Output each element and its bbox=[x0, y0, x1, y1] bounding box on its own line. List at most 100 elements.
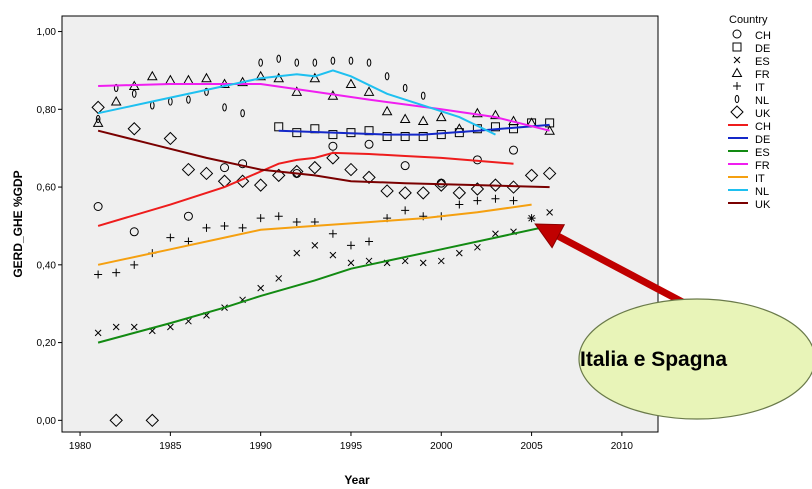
legend-label-de: DE bbox=[755, 43, 770, 55]
data-point-uk bbox=[398, 186, 412, 200]
data-point-uk bbox=[542, 166, 557, 181]
data-point-ch bbox=[509, 145, 519, 155]
legend-label-ch: CH bbox=[755, 30, 771, 42]
data-point-it bbox=[256, 214, 265, 223]
data-point-ch bbox=[220, 163, 230, 173]
data-point-fr bbox=[490, 109, 501, 120]
data-point-uk bbox=[181, 162, 196, 177]
data-point-es bbox=[94, 329, 102, 337]
data-point-nl bbox=[312, 58, 318, 67]
data-point-nl bbox=[204, 87, 209, 96]
callout-text: Italia e Spagna bbox=[580, 348, 727, 371]
data-point-nl bbox=[330, 56, 336, 65]
data-point-it bbox=[184, 237, 193, 246]
data-point-uk bbox=[109, 413, 123, 428]
data-point-it bbox=[220, 221, 229, 230]
data-point-nl bbox=[294, 58, 300, 67]
data-point-es bbox=[293, 249, 301, 257]
data-point-uk bbox=[470, 182, 485, 196]
data-point-uk bbox=[416, 186, 430, 200]
y-tick-label: 1,00 bbox=[37, 27, 57, 38]
x-tick-label: 1990 bbox=[250, 441, 273, 452]
plot-area bbox=[61, 15, 659, 433]
legend-line-label-it: IT bbox=[755, 173, 765, 185]
data-point-de bbox=[382, 132, 392, 142]
data-point-uk bbox=[308, 160, 322, 175]
legend-line-label-ch: CH bbox=[755, 121, 771, 133]
fit-line-nl bbox=[97, 69, 496, 136]
legend-marker-it bbox=[733, 82, 741, 90]
data-point-es bbox=[365, 257, 373, 265]
data-point-es bbox=[474, 243, 481, 251]
fit-line-uk bbox=[97, 129, 550, 189]
data-point-es bbox=[492, 230, 499, 238]
fit-line-layer bbox=[97, 69, 550, 344]
data-point-uk bbox=[524, 168, 539, 183]
axis-layer: 1980 1985 1990 1995 2000 2005 2010 0,00 0,20 0,40… bbox=[37, 27, 634, 452]
legend-line-label-uk: UK bbox=[755, 199, 771, 211]
data-point-es bbox=[329, 251, 337, 259]
data-point-de bbox=[400, 132, 410, 142]
x-tick-label: 2010 bbox=[611, 441, 634, 452]
legend-line-label-fr: FR bbox=[755, 160, 770, 172]
data-point-es bbox=[455, 249, 463, 257]
legend-marker-uk bbox=[730, 105, 744, 119]
data-point-it bbox=[94, 270, 103, 279]
x-tick-label: 2005 bbox=[520, 441, 543, 452]
data-point-nl bbox=[222, 103, 227, 112]
data-point-de bbox=[490, 122, 500, 132]
data-point-fr bbox=[472, 107, 483, 118]
data-point-es bbox=[130, 323, 138, 331]
x-tick-label: 1980 bbox=[69, 441, 92, 452]
data-point-es bbox=[546, 208, 553, 216]
marker-layer bbox=[91, 54, 557, 428]
data-point-es bbox=[275, 275, 283, 282]
x-axis-title: Year bbox=[344, 473, 370, 487]
y-axis-title: GERD_GHE %GDP bbox=[11, 170, 25, 277]
data-point-nl bbox=[366, 58, 372, 67]
data-point-fr bbox=[201, 72, 212, 83]
data-point-nl bbox=[131, 89, 137, 98]
legend-marker-es bbox=[733, 56, 741, 64]
data-point-it bbox=[310, 218, 319, 227]
data-point-es bbox=[167, 323, 174, 331]
data-point-it bbox=[292, 218, 301, 227]
data-point-fr bbox=[435, 111, 447, 122]
data-point-uk bbox=[199, 166, 214, 181]
data-point-fr bbox=[146, 70, 158, 81]
data-point-nl bbox=[276, 54, 282, 63]
data-point-uk bbox=[127, 122, 141, 136]
data-point-it bbox=[455, 200, 464, 209]
data-point-uk bbox=[344, 162, 358, 177]
callout-arrow-shaft bbox=[556, 233, 692, 310]
fit-line-es bbox=[97, 224, 550, 344]
legend-label-it: IT bbox=[755, 82, 765, 94]
data-point-it bbox=[274, 212, 283, 221]
data-point-nl bbox=[402, 83, 408, 93]
data-point-es bbox=[257, 284, 265, 292]
data-point-uk bbox=[380, 184, 394, 198]
callout-bubble bbox=[578, 298, 812, 420]
data-point-fr bbox=[381, 105, 393, 116]
data-point-uk bbox=[235, 174, 250, 188]
data-point-uk bbox=[362, 170, 376, 185]
data-point-fr bbox=[273, 72, 285, 83]
legend-marker-de bbox=[732, 42, 742, 52]
data-point-it bbox=[130, 260, 139, 269]
legend-line-label-es: ES bbox=[755, 147, 770, 159]
data-point-fr bbox=[363, 86, 375, 96]
data-point-it bbox=[238, 223, 247, 232]
data-point-nl bbox=[240, 109, 245, 118]
fit-line-it bbox=[97, 203, 532, 266]
data-point-ch bbox=[93, 202, 103, 212]
data-point-it bbox=[401, 206, 410, 215]
fit-line-fr bbox=[98, 83, 550, 132]
y-tick-label: 0,20 bbox=[37, 338, 57, 349]
legend-marker-nl bbox=[734, 94, 740, 104]
data-point-it bbox=[365, 237, 374, 246]
data-point-uk bbox=[452, 186, 467, 200]
fit-line-ch bbox=[97, 151, 514, 227]
data-point-ch bbox=[238, 159, 248, 169]
data-point-uk bbox=[272, 168, 286, 183]
data-point-es bbox=[347, 259, 355, 267]
